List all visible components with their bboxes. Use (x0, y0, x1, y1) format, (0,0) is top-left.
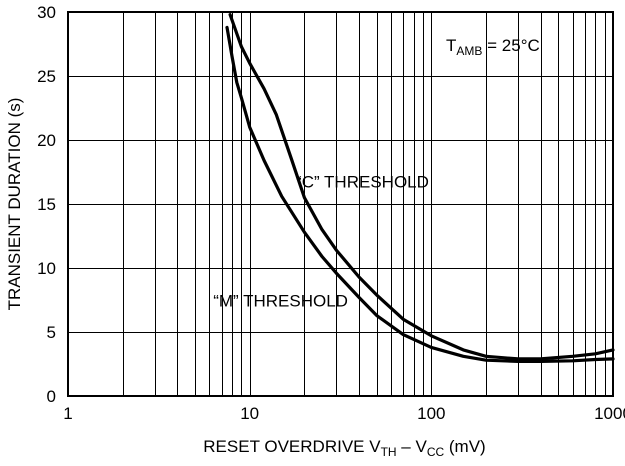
y-tick-label: 10 (37, 259, 56, 278)
series-line-c-threshold (228, 13, 615, 361)
x-tick-label: 1 (63, 404, 72, 423)
y-axis-label: TRANSIENT DURATION (s) (5, 98, 24, 311)
chart-series (225, 13, 615, 363)
series-label-m-threshold: “M” THRESHOLD (213, 291, 348, 310)
x-axis-label: RESET OVERDRIVE VTH – VCC (mV) (203, 437, 485, 459)
series-line-m-threshold (225, 25, 615, 363)
y-tick-label: 30 (37, 3, 56, 22)
chart-grid (68, 12, 613, 396)
temperature-annotation: TAMB = 25°C (446, 36, 540, 58)
y-tick-label: 5 (47, 323, 56, 342)
y-tick-label: 25 (37, 67, 56, 86)
plot-frame (67, 11, 614, 397)
x-tick-label: 100 (417, 404, 445, 423)
x-tick-label: 1000 (594, 404, 625, 423)
tick-labels: 0 5 10 15 20 25 30 1 10 100 1000 (37, 3, 625, 423)
series-label-c-threshold: “C” THRESHOLD (296, 172, 429, 191)
y-tick-label: 15 (37, 195, 56, 214)
y-tick-label: 20 (37, 131, 56, 150)
x-tick-label: 10 (240, 404, 259, 423)
y-tick-label: 0 (47, 387, 56, 406)
